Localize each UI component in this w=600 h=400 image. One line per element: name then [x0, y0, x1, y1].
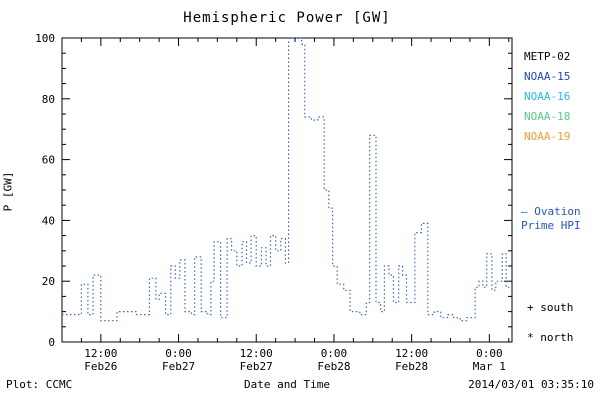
ovation-line1: — Ovation: [521, 205, 581, 218]
x-tick-label-time: 12:00: [84, 347, 117, 360]
y-tick-label: 80: [42, 93, 55, 106]
y-tick-label: 60: [42, 154, 55, 167]
satellite-legend: METP-02 NOAA-15 NOAA-16 NOAA-18 NOAA-19: [524, 47, 570, 147]
x-tick-label-date: Mar 1: [473, 360, 506, 373]
north-marker-label: * north: [527, 331, 574, 344]
x-tick-label-time: 12:00: [395, 347, 428, 360]
x-tick-label-date: Feb26: [84, 360, 117, 373]
x-tick-label-date: Feb27: [240, 360, 273, 373]
plot-source: Plot: CCMC: [6, 378, 73, 391]
x-tick-label-date: Feb27: [162, 360, 195, 373]
legend-item-noaa-16: NOAA-16: [524, 90, 571, 103]
y-tick-label: 20: [42, 275, 55, 288]
x-axis-label: Date and Time: [243, 378, 331, 391]
ovation-line2: Prime HPI: [521, 219, 581, 232]
x-tick-label-date: Feb28: [317, 360, 350, 373]
y-tick-label: 40: [42, 214, 55, 227]
legend-item-noaa-15: NOAA-15: [524, 70, 571, 83]
y-tick-label: 0: [48, 336, 55, 349]
ovation-label: — Ovation Prime HPI: [521, 205, 581, 233]
legend-item-noaa-19: NOAA-19: [524, 130, 571, 143]
hpi-step-line: [62, 37, 511, 322]
x-tick-label-date: Feb28: [395, 360, 428, 373]
timestamp: 2014/03/01 03:35:10: [468, 378, 594, 391]
x-tick-label-time: 12:00: [240, 347, 273, 360]
legend-item-metp-02: METP-02: [524, 50, 571, 63]
y-tick-label: 100: [35, 32, 55, 45]
legend-item-noaa-18: NOAA-18: [524, 110, 571, 123]
south-marker-label: + south: [527, 301, 574, 314]
chart-title: Hemispheric Power [GW]: [183, 10, 391, 26]
x-tick-label-time: 0:00: [321, 347, 348, 360]
x-tick-label-time: 0:00: [165, 347, 192, 360]
x-tick-label-time: 0:00: [476, 347, 503, 360]
plot-frame: [61, 37, 513, 343]
